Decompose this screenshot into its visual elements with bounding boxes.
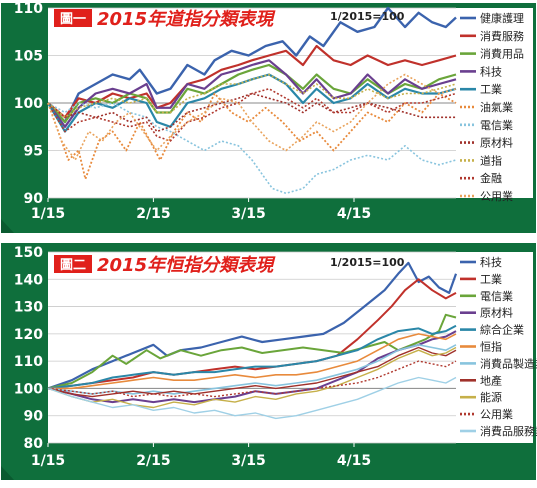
y-tick-label: 80 xyxy=(24,436,44,452)
y-tick-label: 90 xyxy=(24,191,44,207)
legend-label: 工業 xyxy=(480,83,502,96)
x-tick-label: 4/15 xyxy=(337,206,371,222)
legend-label: 消費品服務業 xyxy=(480,424,537,438)
frame-corner xyxy=(1,219,14,233)
y-tick-label: 110 xyxy=(14,1,43,17)
legend-label: 科技 xyxy=(480,255,502,269)
base-note: 1/2015=100 xyxy=(330,256,405,269)
legend-label: 工業 xyxy=(480,273,502,286)
title-badge-text: 圖二 xyxy=(60,257,86,273)
series-line-2 xyxy=(47,313,457,390)
y-tick-label: 95 xyxy=(24,144,43,160)
legend-label: 金融 xyxy=(480,171,502,185)
series-line-9 xyxy=(47,88,457,142)
chart-hsi-sectors: 80 90 100 110 120 130 140 150 1/15 2/15 3/15 4/15 科技… xyxy=(1,243,537,480)
legend-label: 科技 xyxy=(480,64,502,78)
x-tick-label: 1/15 xyxy=(31,453,65,469)
series-line-7 xyxy=(47,346,457,398)
y-tick-label: 140 xyxy=(14,272,43,288)
base-note: 1/2015=100 xyxy=(330,10,405,23)
legend-label: 公用業 xyxy=(480,408,513,421)
legend-label: 原材料 xyxy=(480,306,513,320)
x-tick-label: 3/15 xyxy=(231,453,265,469)
series-line-10 xyxy=(47,73,457,161)
title-badge xyxy=(54,9,92,27)
series-line-0 xyxy=(47,261,458,390)
legend-label: 健康護理 xyxy=(480,11,524,25)
series-line-6 xyxy=(47,102,457,195)
legend-label: 油氣業 xyxy=(480,100,513,114)
legend-label: 道指 xyxy=(480,153,502,167)
y-tick-label: 120 xyxy=(14,327,43,343)
legend-label: 綜合企業 xyxy=(480,323,524,337)
legend-label: 消費服務 xyxy=(480,29,524,43)
series-line-5 xyxy=(47,92,457,180)
series-line-3 xyxy=(47,59,457,128)
series-line-10 xyxy=(47,376,457,420)
y-tick-label: 110 xyxy=(14,354,43,370)
y-tick-label: 130 xyxy=(14,300,43,316)
x-tick-label: 2/15 xyxy=(136,206,170,222)
series-line-8 xyxy=(47,346,457,409)
legend-label: 恒指 xyxy=(480,340,502,354)
title-badge xyxy=(54,255,92,273)
chart-dow-sectors: 90 95 100 105 110 1/15 2/15 3/15 4/15 健康護理消費服務消費用… xyxy=(1,1,536,233)
y-tick-label: 100 xyxy=(14,381,43,397)
legend-label: 消費用品 xyxy=(480,47,524,61)
series-line-5 xyxy=(48,333,457,390)
chart-title: 2015年恒指分類表現 xyxy=(97,255,276,276)
y-tick-label: 90 xyxy=(24,409,44,425)
legend-label: 電信業 xyxy=(480,290,513,303)
y-tick-label: 105 xyxy=(14,49,43,65)
series-line-0 xyxy=(47,6,457,124)
x-tick-label: 4/15 xyxy=(337,453,371,469)
x-tick-label: 3/15 xyxy=(231,206,265,222)
title-badge-text: 圖一 xyxy=(60,11,86,27)
series-line-1 xyxy=(47,44,457,119)
y-tick-label: 100 xyxy=(14,96,43,112)
legend-label: 公用業 xyxy=(480,190,513,203)
legend-label: 消費品製造業 xyxy=(480,356,537,370)
x-tick-label: 2/15 xyxy=(136,453,170,469)
legend-label: 地產 xyxy=(480,373,502,387)
series-line-8 xyxy=(47,73,457,119)
legend-label: 原材料 xyxy=(480,136,513,150)
y-tick-label: 150 xyxy=(14,245,43,261)
chart-title: 2015年道指分類表現 xyxy=(97,9,276,30)
frame-corner xyxy=(1,466,14,480)
series-line-4 xyxy=(47,324,457,390)
x-tick-label: 1/15 xyxy=(31,206,65,222)
legend-label: 電信業 xyxy=(480,119,513,132)
legend-label: 能源 xyxy=(480,390,502,404)
